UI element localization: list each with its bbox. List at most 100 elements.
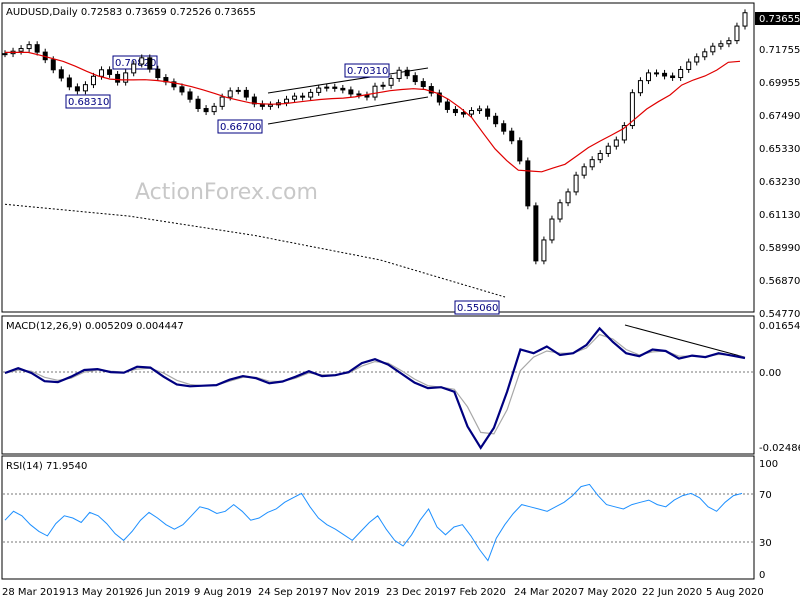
candle-body: [66, 77, 72, 88]
candle-body: [485, 108, 491, 117]
candle-body: [581, 166, 587, 176]
svg-text:0.66700: 0.66700: [220, 122, 261, 133]
candle-body: [694, 56, 700, 63]
candle-body: [324, 86, 330, 89]
candle-body: [533, 205, 539, 262]
candle-body: [645, 72, 651, 82]
candle-body: [420, 81, 426, 88]
candle-body: [74, 86, 80, 92]
rsi-line: [4, 483, 743, 562]
candle-body: [702, 51, 708, 58]
price-y-tick: 0.63230: [759, 177, 800, 188]
candle-body: [428, 86, 434, 94]
candle-body: [115, 73, 121, 83]
candle-body: [380, 84, 386, 87]
candle-body: [227, 90, 233, 98]
candle-body: [388, 77, 394, 86]
candle-body: [139, 57, 145, 65]
candle-body: [243, 89, 249, 98]
candle-body: [58, 69, 64, 79]
rsi-y-tick: 100: [759, 459, 778, 470]
svg-text:0.70310: 0.70310: [347, 66, 388, 77]
candle-body: [412, 75, 418, 83]
candle-body: [549, 218, 555, 241]
candle-body: [179, 86, 185, 93]
candle-body: [589, 159, 595, 168]
candle-body: [742, 12, 748, 27]
candle-body: [123, 72, 129, 83]
candle-body: [436, 92, 442, 103]
x-tick: 23 Dec 2019: [386, 587, 450, 598]
candle-body: [308, 91, 314, 98]
candle-body: [396, 69, 402, 79]
candle-body: [493, 115, 499, 125]
macd-panel-frame: [1, 315, 755, 455]
price-y-tick: 0.65330: [759, 144, 800, 155]
last-price-label: 0.73655: [759, 14, 800, 25]
x-tick: 22 Jun 2020: [642, 587, 702, 598]
candle-body: [404, 69, 410, 77]
candle-body: [90, 75, 96, 86]
candle-body: [686, 61, 692, 70]
candle-body: [621, 125, 627, 141]
candle-body: [654, 72, 660, 75]
macd-panel-title: MACD(12,26,9) 0.005209 0.004447: [6, 321, 184, 332]
annotation-0.55060: 0.55060: [454, 300, 500, 315]
candle-body: [613, 139, 619, 147]
x-tick: 7 Nov 2019: [322, 587, 380, 598]
candle-body: [718, 43, 724, 47]
x-tick: 7 May 2020: [578, 587, 637, 598]
candle-body: [710, 45, 716, 53]
candle-body: [372, 85, 378, 98]
candle-body: [460, 112, 466, 115]
candle-body: [678, 68, 684, 79]
ma-long-line: [4, 203, 506, 298]
candle-body: [340, 87, 346, 91]
candle-body: [605, 145, 611, 154]
channel-lower-line: [267, 96, 429, 125]
candle-body: [332, 86, 338, 89]
candle-body: [284, 98, 290, 104]
candle-body: [541, 239, 547, 262]
candle-body: [147, 57, 153, 70]
svg-text:0.70820: 0.70820: [115, 58, 156, 69]
x-tick: 24 Sep 2019: [258, 587, 321, 598]
price-y-tick: 0.54770: [759, 309, 800, 320]
rsi-panel-title: RSI(14) 71.9540: [6, 461, 87, 472]
candle-body: [219, 96, 225, 107]
macd-line: [4, 326, 746, 450]
candle-body: [267, 104, 273, 107]
candle-body: [477, 108, 483, 112]
x-tick: 13 May 2019: [66, 587, 131, 598]
candle-body: [251, 96, 257, 105]
candle-body: [565, 191, 571, 204]
ma-short-line: [5, 51, 741, 173]
price-y-tick: 0.61130: [759, 210, 800, 221]
x-tick: 28 Mar 2019: [2, 587, 65, 598]
annotation-0.70310: 0.70310: [344, 63, 390, 78]
candle-body: [525, 160, 531, 207]
candle-body: [509, 130, 515, 142]
price-panel-title: AUDUSD,Daily 0.72583 0.73659 0.72526 0.7…: [6, 7, 256, 18]
x-tick: 26 Jun 2019: [130, 587, 190, 598]
candle-body: [203, 108, 209, 113]
candle-body: [573, 174, 579, 193]
candle-body: [348, 89, 354, 95]
candle-body: [292, 95, 298, 100]
annotation-0.68310: 0.68310: [65, 94, 111, 109]
candle-body: [82, 84, 88, 92]
candle-body: [34, 44, 40, 53]
price-y-tick: 0.69955: [759, 78, 800, 89]
candle-body: [300, 95, 306, 98]
candle-body: [155, 68, 161, 79]
candle-body: [734, 25, 740, 42]
macd-y-tick: -0.02486: [759, 443, 800, 454]
candle-body: [637, 80, 643, 94]
x-axis: 28 Mar 2019 13 May 2019 26 Jun 2019 9 Au…: [2, 587, 764, 598]
x-tick: 5 Aug 2020: [706, 587, 764, 598]
macd-trendline: [624, 324, 745, 358]
macd-y-tick: 0.01654: [759, 321, 800, 332]
candle-body: [316, 87, 322, 93]
